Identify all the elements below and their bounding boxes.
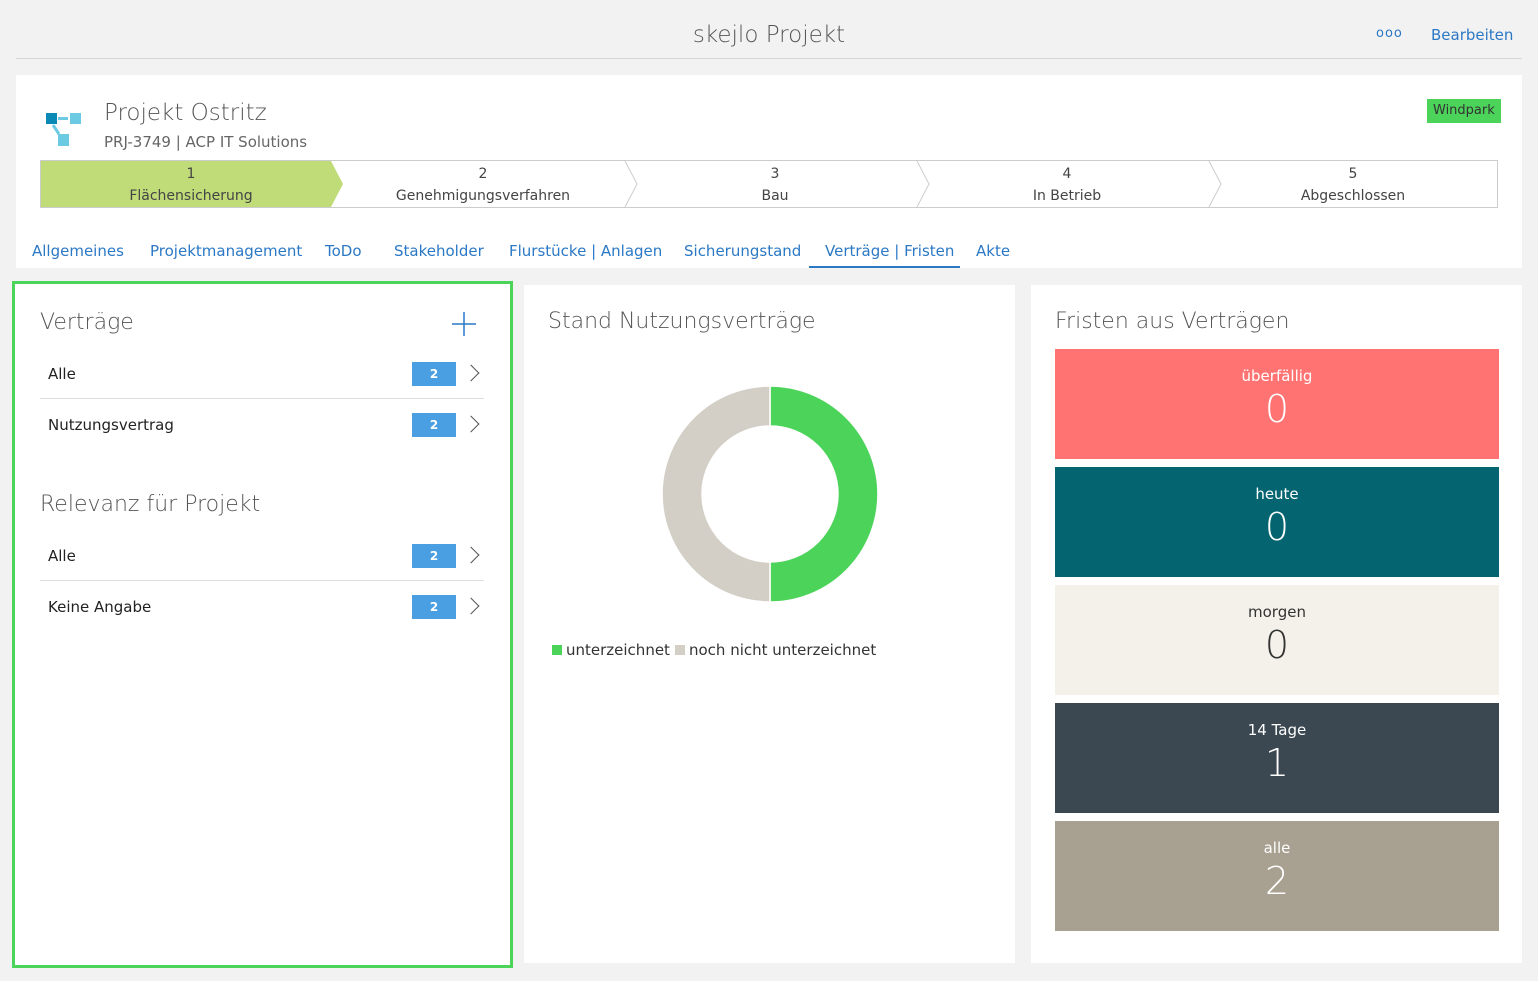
tile-label: heute: [1255, 485, 1299, 503]
project-name: Projekt Ostritz: [104, 100, 267, 126]
tab-stakeholder[interactable]: Stakeholder: [394, 242, 484, 260]
donut-slice-0[interactable]: [769, 385, 879, 603]
deadline-tile[interactable]: heute 0: [1055, 467, 1499, 577]
app-title: skejlo Projekt: [692, 22, 846, 48]
step-2[interactable]: 2 Genehmigungsverfahren: [333, 161, 633, 207]
step-number: 5: [1348, 166, 1358, 182]
tile-label: überfällig: [1241, 367, 1313, 385]
step-number: 3: [770, 166, 780, 182]
row-label: Alle: [48, 365, 76, 383]
chart-title: Stand Nutzungsverträge: [548, 309, 816, 334]
step-3[interactable]: 3 Bau: [625, 161, 925, 207]
donut-chart: [661, 385, 879, 603]
deadlines-title: Fristen aus Verträgen: [1055, 309, 1290, 334]
legend-label: unterzeichnet: [566, 641, 670, 659]
contract-status-panel: Stand Nutzungsverträge unterzeichnet noc…: [524, 285, 1015, 963]
relevance-filter-alle[interactable]: Alle 2: [40, 531, 484, 581]
chevron-right-icon: [462, 597, 480, 615]
row-label: Alle: [48, 547, 76, 565]
deadline-tile[interactable]: alle 2: [1055, 821, 1499, 931]
contract-filter-nutzungsvertrag[interactable]: Nutzungsvertrag 2: [40, 400, 484, 450]
step-number: 4: [1062, 166, 1072, 182]
edit-button[interactable]: Bearbeiten: [1431, 26, 1514, 44]
tab-projektmanagement[interactable]: Projektmanagement: [150, 242, 303, 260]
tile-label: alle: [1263, 839, 1291, 857]
contracts-panel: Verträge Alle 2 Nutzungsvertrag 2 Relevanz…: [12, 281, 513, 968]
count-badge: 2: [412, 595, 456, 619]
step-label: In Betrieb: [1032, 188, 1102, 204]
chevron-right-icon: [462, 364, 480, 382]
add-contract-icon[interactable]: [452, 312, 476, 336]
deadline-tile[interactable]: überfällig 0: [1055, 349, 1499, 459]
tile-label: 14 Tage: [1247, 721, 1307, 739]
legend-swatch: [675, 645, 685, 655]
tile-value: 0: [1264, 623, 1290, 667]
step-label: Bau: [761, 188, 789, 204]
legend-item-unsigned: noch nicht unterzeichnet: [675, 641, 876, 659]
legend-swatch: [552, 645, 562, 655]
relevance-title: Relevanz für Projekt: [40, 492, 261, 517]
tab-flurstuecke[interactable]: Flurstücke | Anlagen: [509, 242, 663, 260]
tab-allgemeines[interactable]: Allgemeines: [32, 242, 124, 260]
relevance-filter-keine-angabe[interactable]: Keine Angabe 2: [40, 582, 484, 632]
tile-value: 0: [1264, 387, 1290, 431]
step-label: Genehmigungsverfahren: [395, 188, 571, 204]
count-badge: 2: [412, 413, 456, 437]
tile-label: morgen: [1248, 603, 1306, 621]
tab-todo[interactable]: ToDo: [325, 242, 362, 260]
step-label: Abgeschlossen: [1300, 188, 1406, 204]
more-menu-button[interactable]: ooo: [1376, 26, 1403, 41]
tab-vertraege-fristen[interactable]: Verträge | Fristen: [825, 242, 955, 260]
donut-slice-1[interactable]: [661, 385, 771, 603]
deadline-tile[interactable]: 14 Tage 1: [1055, 703, 1499, 813]
active-tab-indicator: [809, 266, 960, 268]
chevron-right-icon: [462, 415, 480, 433]
header-divider: [16, 58, 1522, 59]
contract-filter-alle[interactable]: Alle 2: [40, 349, 484, 399]
tab-akte[interactable]: Akte: [976, 242, 1011, 260]
step-number: 2: [478, 166, 488, 182]
contracts-title: Verträge: [40, 310, 134, 335]
phase-stepper: 1 Flächensicherung 2 Genehmigungsverfahren…: [40, 160, 1498, 208]
step-label: Flächensicherung: [129, 188, 253, 204]
count-badge: 2: [412, 362, 456, 386]
deadlines-panel: Fristen aus Verträgen überfällig 0 heute 0 m…: [1031, 285, 1522, 963]
deadline-tile[interactable]: morgen 0: [1055, 585, 1499, 695]
stepper-arrows: [41, 161, 1222, 207]
row-label: Keine Angabe: [48, 598, 152, 616]
step-5[interactable]: 5 Abgeschlossen: [1209, 161, 1497, 207]
project-structure-icon: [46, 113, 81, 146]
chevron-right-icon: [462, 546, 480, 564]
tile-value: 0: [1264, 505, 1290, 549]
count-badge: 2: [412, 544, 456, 568]
tile-value: 2: [1264, 859, 1290, 903]
project-type-badge: Windpark: [1427, 99, 1501, 123]
tab-sicherungstand[interactable]: Sicherungstand: [684, 242, 802, 260]
legend-label: noch nicht unterzeichnet: [689, 641, 877, 659]
legend-item-signed: unterzeichnet: [552, 641, 670, 659]
tile-value: 1: [1264, 741, 1290, 785]
step-1[interactable]: 1 Flächensicherung: [41, 161, 341, 207]
step-4[interactable]: 4 In Betrieb: [917, 161, 1217, 207]
step-number: 1: [186, 166, 196, 182]
project-subtitle: PRJ-3749 | ACP IT Solutions: [104, 133, 308, 151]
row-label: Nutzungsvertrag: [48, 416, 174, 434]
